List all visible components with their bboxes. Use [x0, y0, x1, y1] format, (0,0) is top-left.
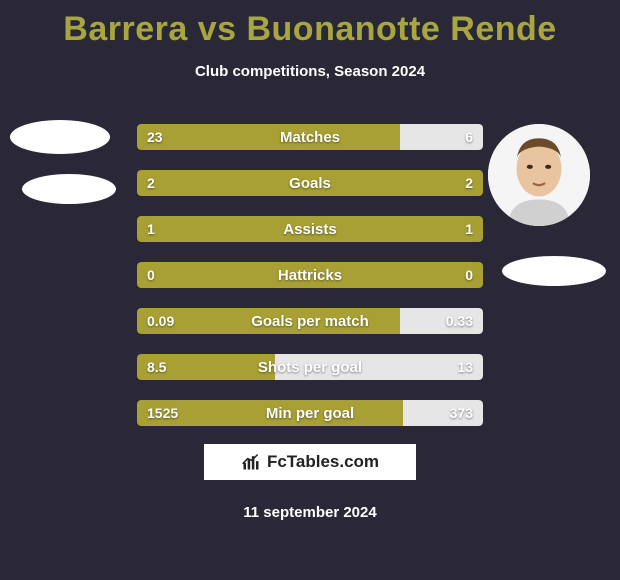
stat-value-left: 2: [147, 170, 155, 196]
stat-value-left: 0: [147, 262, 155, 288]
stat-value-right: 373: [450, 400, 473, 426]
stat-bar-right: [275, 354, 483, 380]
stat-value-left: 1: [147, 216, 155, 242]
stat-bar-left: [137, 262, 310, 288]
subtitle: Club competitions, Season 2024: [0, 63, 620, 80]
page-title: Barrera vs Buonanotte Rende: [0, 0, 620, 49]
stat-row: 22Goals: [137, 170, 483, 196]
stat-value-left: 1525: [147, 400, 178, 426]
stat-bar-left: [137, 124, 400, 150]
stat-row: 11Assists: [137, 216, 483, 242]
fctables-logo-badge: FcTables.com: [204, 444, 416, 480]
player-left-avatar-placeholder: [10, 120, 110, 154]
stat-value-right: 1: [465, 216, 473, 242]
stat-bar-right: [310, 262, 483, 288]
bars-chart-icon: [241, 452, 261, 472]
avatar-face-icon: [488, 124, 590, 226]
stat-row: 8.513Shots per goal: [137, 354, 483, 380]
stat-value-right: 0.33: [446, 308, 473, 334]
player-right-shadow: [502, 256, 606, 286]
logo-text: FcTables.com: [267, 452, 379, 472]
stat-value-left: 23: [147, 124, 163, 150]
stat-value-right: 13: [457, 354, 473, 380]
generation-date: 11 september 2024: [0, 504, 620, 521]
stat-bar-right: [310, 170, 483, 196]
stat-bar-left: [137, 170, 310, 196]
stat-value-right: 2: [465, 170, 473, 196]
stat-row: 236Matches: [137, 124, 483, 150]
stat-value-left: 0.09: [147, 308, 174, 334]
player-left-shadow: [22, 174, 116, 204]
stat-value-right: 0: [465, 262, 473, 288]
stat-row: 1525373Min per goal: [137, 400, 483, 426]
stat-row: 0.090.33Goals per match: [137, 308, 483, 334]
stat-bar-right: [310, 216, 483, 242]
stat-bar-left: [137, 308, 400, 334]
stats-bars: 236Matches22Goals11Assists00Hattricks0.0…: [137, 124, 483, 446]
player-right-avatar: [488, 124, 590, 226]
stat-bar-left: [137, 216, 310, 242]
stat-row: 00Hattricks: [137, 262, 483, 288]
stat-value-right: 6: [465, 124, 473, 150]
stat-value-left: 8.5: [147, 354, 166, 380]
